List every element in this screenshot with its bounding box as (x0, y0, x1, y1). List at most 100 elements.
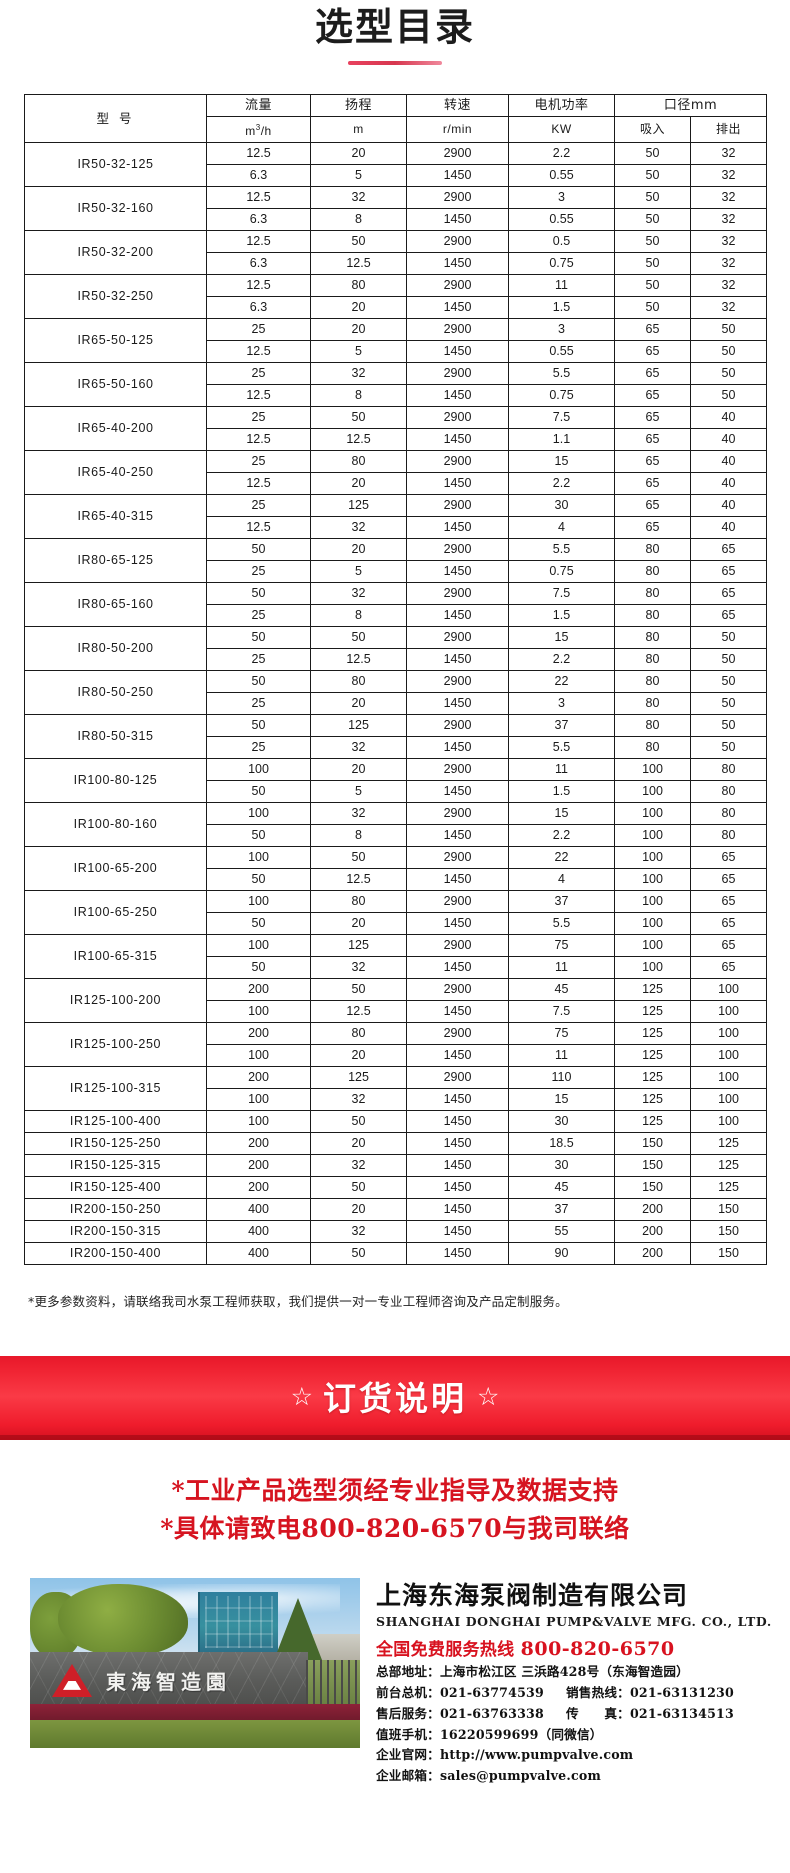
cell-head: 50 (310, 1109, 407, 1133)
table-row: IR150-125-400 200 50 1450 45 150 125 (24, 1175, 768, 1199)
photo-red-hedge (30, 1703, 360, 1722)
cell-model: IR100-80-160 (24, 801, 207, 847)
cell-bore-suction: 50 (614, 273, 691, 297)
footer-contact-value[interactable]: 16220599699（同微信） (439, 1726, 603, 1742)
cell-speed: 2900 (406, 581, 509, 605)
cell-head: 32 (310, 1219, 407, 1243)
col-header-speed: 转速 (406, 93, 509, 117)
col-header-flow: 流量 (206, 93, 311, 117)
cell-flow: 12.5 (206, 229, 311, 253)
cell-head: 12.5 (310, 999, 407, 1023)
cell-bore-suction: 80 (614, 603, 691, 627)
footer-contact-value-secondary[interactable]: 021-63134513 (629, 1705, 734, 1721)
cell-bore-discharge: 65 (689, 955, 768, 979)
photo-lawn (30, 1719, 360, 1748)
cell-head: 125 (310, 1065, 407, 1089)
cell-model: IR150-125-315 (24, 1153, 207, 1177)
cell-model: IR80-65-125 (24, 537, 207, 583)
cell-bore-discharge: 100 (689, 999, 768, 1023)
cell-model: IR65-40-315 (24, 493, 207, 539)
footer-contact-label-secondary: 传 真： (566, 1705, 630, 1721)
cell-flow: 100 (206, 757, 311, 781)
table-row: IR200-150-400 400 50 1450 90 200 150 (24, 1241, 768, 1265)
cell-speed: 2900 (406, 933, 509, 957)
cell-power: 2.2 (508, 823, 615, 847)
cell-flow: 25 (206, 603, 311, 627)
cell-bore-discharge: 125 (689, 1175, 768, 1199)
cell-head: 20 (310, 1131, 407, 1155)
cell-bore-discharge: 100 (689, 977, 768, 1001)
cell-flow: 50 (206, 625, 311, 649)
cell-flow: 50 (206, 669, 311, 693)
cell-bore-suction: 125 (614, 1109, 691, 1133)
table-row: IR125-100-250 200 80 2900 75 125 100 (24, 1021, 768, 1067)
cell-bore-suction: 150 (614, 1153, 691, 1177)
footer-contact-line: 值班手机：16220599699（同微信） (376, 1726, 790, 1744)
hotline-number[interactable]: 800-820-6570 (520, 1637, 675, 1660)
cell-speed: 2900 (406, 801, 509, 825)
cell-bore-discharge: 65 (689, 845, 768, 869)
table-row: 12.5 20 1450 2.2 65 40 (25, 471, 768, 495)
cell-speed: 1450 (406, 515, 509, 539)
photo-wall-text: 東海智造園 (106, 1669, 231, 1694)
cell-head: 20 (310, 911, 407, 935)
cell-flow: 6.3 (206, 163, 311, 187)
notice-line-1: *工业产品选型须经专业指导及数据支持 (171, 1475, 619, 1505)
cell-bore-discharge: 80 (689, 779, 768, 803)
cell-model: IR50-32-160 (24, 185, 207, 231)
cell-bore-discharge: 32 (689, 185, 768, 209)
table-row: 6.3 12.5 1450 0.75 50 32 (25, 251, 768, 275)
footer-contact-value[interactable]: 021-63774539 (439, 1684, 544, 1700)
cell-head: 80 (310, 449, 407, 473)
cell-speed: 1450 (406, 603, 509, 627)
cell-speed: 1450 (406, 251, 509, 275)
cell-power: 4 (508, 515, 615, 539)
cell-model: IR65-40-250 (24, 449, 207, 495)
cell-speed: 1450 (406, 1087, 509, 1111)
table-row: IR50-32-250 12.5 80 2900 11 50 32 (24, 273, 768, 319)
cell-power: 3 (508, 317, 615, 341)
cell-flow: 6.3 (206, 251, 311, 275)
footer-contact-label: 前台总机： (376, 1684, 440, 1700)
footer-contact-value[interactable]: 021-63763338 (439, 1705, 544, 1721)
hotline-row: 全国免费服务热线 800-820-6570 (376, 1635, 790, 1660)
cell-bore-discharge: 50 (689, 735, 768, 759)
cell-bore-suction: 50 (614, 229, 691, 253)
cell-flow: 400 (206, 1197, 311, 1221)
cell-head: 20 (310, 691, 407, 715)
cell-power: 0.55 (508, 163, 615, 187)
cell-speed: 2900 (406, 625, 509, 649)
table-row: 50 32 1450 11 100 65 (25, 955, 768, 979)
cell-bore-suction: 65 (614, 405, 691, 429)
footer-contact-value[interactable]: http://www.pumpvalve.com (439, 1747, 634, 1763)
cell-model: IR65-50-160 (24, 361, 207, 407)
cell-head: 8 (310, 823, 407, 847)
cell-bore-discharge: 65 (689, 911, 768, 935)
table-row: IR50-32-200 12.5 50 2900 0.5 50 32 (24, 229, 768, 275)
footer-contact-value[interactable]: sales@pumpvalve.com (439, 1768, 601, 1784)
cell-head: 5 (310, 559, 407, 583)
cell-bore-suction: 200 (614, 1197, 691, 1221)
cell-bore-discharge: 50 (689, 625, 768, 649)
cell-bore-suction: 80 (614, 713, 691, 737)
table-row: IR200-150-315 400 32 1450 55 200 150 (24, 1219, 768, 1243)
cell-head: 125 (310, 493, 407, 517)
cell-head: 20 (310, 537, 407, 561)
cell-speed: 1450 (406, 295, 509, 319)
cell-bore-discharge: 65 (689, 889, 768, 913)
footer-contact-value[interactable]: 上海市松江区 三浜路428号（东海智造园） (439, 1663, 689, 1679)
footer-contact-value-secondary[interactable]: 021-63131230 (629, 1684, 734, 1700)
cell-bore-suction: 80 (614, 559, 691, 583)
cell-bore-discharge: 65 (689, 581, 768, 605)
cell-flow: 12.5 (206, 427, 311, 451)
cell-head: 20 (310, 471, 407, 495)
cell-model: IR100-65-315 (24, 933, 207, 979)
cell-power: 15 (508, 1087, 615, 1111)
cell-speed: 2900 (406, 845, 509, 869)
table-row: IR80-50-200 50 50 2900 15 80 50 (24, 625, 768, 671)
company-name-en: SHANGHAI DONGHAI PUMP&VALVE MFG. CO., LT… (376, 1613, 772, 1629)
cell-flow: 200 (206, 1065, 311, 1089)
cell-bore-discharge: 40 (689, 515, 768, 539)
table-row: IR150-125-250 200 20 1450 18.5 150 125 (24, 1131, 768, 1155)
cell-power: 0.5 (508, 229, 615, 253)
